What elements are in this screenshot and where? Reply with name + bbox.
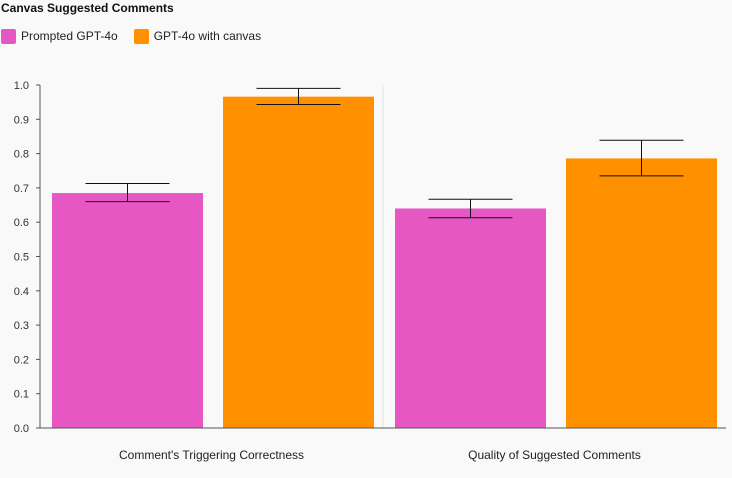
- y-tick-label-0-0: 0.0: [14, 423, 29, 435]
- legend-swatch-gpt-4o-with-canvas: [133, 28, 149, 44]
- bar-gpt-4o-with-canvas-quality-of-suggested-comments: [566, 158, 717, 429]
- y-tick-label-0-4: 0.4: [14, 286, 29, 298]
- y-tick-label-0-7: 0.7: [14, 183, 29, 195]
- y-tick-label-0-1: 0.1: [14, 389, 29, 401]
- legend: Prompted GPT-4o GPT-4o with canvas: [1, 27, 277, 45]
- legend-item-prompted-gpt-4o: Prompted GPT-4o: [1, 28, 118, 44]
- x-category-label-comment-s-triggering-correctness: Comment's Triggering Correctness: [119, 448, 304, 462]
- bar-prompted-gpt-4o-comment-s-triggering-correctness: [52, 193, 203, 428]
- y-tick-label-1-0: 1.0: [14, 80, 29, 92]
- legend-label-gpt-4o-with-canvas: GPT-4o with canvas: [153, 29, 262, 43]
- y-tick-label-0-9: 0.9: [14, 114, 29, 126]
- bar-prompted-gpt-4o-quality-of-suggested-comments: [395, 208, 546, 428]
- y-tick-label-0-5: 0.5: [14, 252, 29, 264]
- y-tick-label-0-6: 0.6: [14, 217, 29, 229]
- y-tick-label-0-3: 0.3: [14, 320, 29, 332]
- x-category-label-quality-of-suggested-comments: Quality of Suggested Comments: [468, 448, 641, 462]
- chart-title: Canvas Suggested Comments: [1, 1, 174, 15]
- y-tick-label-0-8: 0.8: [14, 149, 29, 161]
- legend-item-gpt-4o-with-canvas: GPT-4o with canvas: [133, 28, 262, 44]
- legend-label-prompted-gpt-4o: Prompted GPT-4o: [21, 29, 118, 43]
- bar-gpt-4o-with-canvas-comment-s-triggering-correctness: [223, 96, 374, 429]
- legend-swatch-prompted-gpt-4o: [1, 28, 16, 44]
- y-tick-label-0-2: 0.2: [14, 354, 29, 366]
